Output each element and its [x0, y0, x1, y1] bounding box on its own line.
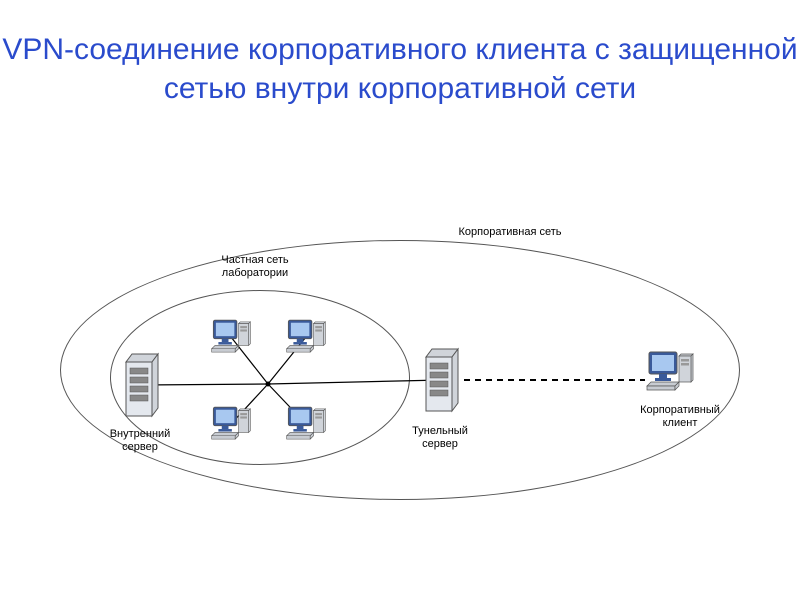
page-title: VPN-соединение корпоративного клиента с …: [0, 30, 800, 108]
title-text: VPN-соединение корпоративного клиента с …: [0, 30, 800, 108]
workstation-icon: [285, 318, 327, 361]
lab-network-label: Частная сеть лаборатории: [180, 254, 330, 280]
corporate-client-icon: [645, 350, 695, 399]
corporate-client-label: Корпоративный клиент: [620, 404, 740, 430]
corporate-network-label: Корпоративная сеть: [410, 226, 610, 239]
workstation-icon: [285, 405, 327, 448]
page: VPN-соединение корпоративного клиента с …: [0, 0, 800, 600]
tunnel-server-icon: [420, 345, 464, 420]
tunnel-server-label: Тунельный сервер: [390, 425, 490, 451]
internal-server-icon: [120, 350, 164, 425]
workstation-icon: [210, 405, 252, 448]
network-diagram: Корпоративная сеть Частная сеть лаборато…: [60, 210, 740, 530]
internal-server-label: Внутренний сервер: [90, 428, 190, 454]
workstation-icon: [210, 318, 252, 361]
